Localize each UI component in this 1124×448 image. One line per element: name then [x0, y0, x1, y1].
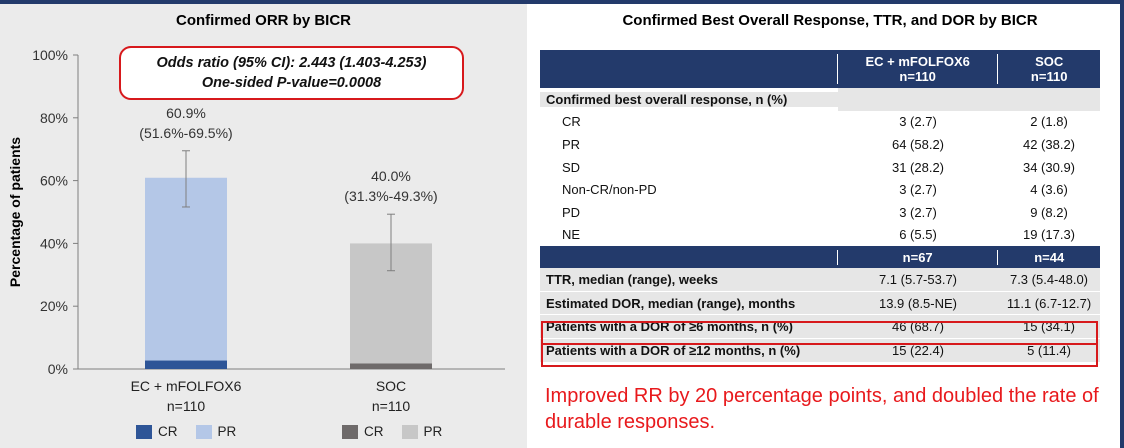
table-header-row: EC + mFOLFOX6 n=110 SOC n=110	[540, 50, 1100, 88]
y-tick-label: 40%	[40, 235, 68, 251]
dor-row-soc: 11.1 (6.7-12.7)	[1006, 295, 1092, 311]
bar-ci-label: (31.3%-49.3%)	[344, 188, 437, 204]
dor-row-ec: 7.1 (5.7-53.7)	[878, 271, 958, 287]
dor-row: Estimated DOR, median (range), months 13.…	[540, 291, 1100, 316]
bor-row-soc: 34 (30.9)	[1022, 159, 1076, 175]
header-ec-name: EC + mFOLFOX6	[865, 54, 970, 69]
chart-title: Confirmed ORR by BICR	[175, 12, 351, 29]
dor-row-soc: 5 (11.4)	[1027, 342, 1071, 358]
bor-row-label: NE	[562, 227, 581, 243]
bor-row-ec: 3 (2.7)	[899, 114, 937, 130]
table-subheader-row: n=67 n=44	[540, 246, 1100, 269]
legend-label-pr-soc: PR	[423, 424, 443, 439]
legend-label-cr-ec: CR	[158, 424, 178, 439]
legend-swatch-pr-ec	[195, 424, 212, 439]
header-ec: EC + mFOLFOX6 n=110	[836, 54, 997, 84]
dor-row-ec: 13.9 (8.5-NE)	[878, 295, 958, 311]
bar-total-label: 60.9%	[166, 105, 206, 121]
frame-top	[0, 0, 1124, 4]
odds-ratio-text: Odds ratio (95% CI): 2.443 (1.403-4.253)	[156, 55, 427, 71]
header-soc-n: n=110	[1030, 69, 1068, 84]
bor-rows: CR 3 (2.7) 2 (1.8) PR 64 (58.2) 42 (38.2) SD 31…	[540, 111, 1100, 247]
legend-swatch-cr-ec	[136, 424, 152, 439]
bor-row-label: PD	[562, 204, 581, 220]
legend-soc: CR PR	[342, 424, 442, 439]
header-ec-n: n=110	[899, 69, 936, 84]
highlight-divider	[541, 343, 1098, 345]
bor-row-soc: 9 (8.2)	[1030, 204, 1068, 220]
bor-row-ec: 31 (28.2)	[891, 159, 945, 175]
bor-row-ec: 3 (2.7)	[899, 204, 937, 220]
x-category-n-label: n=110	[372, 398, 410, 414]
conclusion-text: Improved RR by 20 percentage points, and…	[545, 385, 1099, 433]
dor-row-soc: 7.3 (5.4-48.0)	[1009, 271, 1089, 287]
bor-row-ec: 64 (58.2)	[891, 136, 945, 152]
bor-row-label: PR	[562, 136, 581, 152]
bor-row-soc: 2 (1.8)	[1030, 114, 1068, 130]
bar-total-label: 40.0%	[371, 168, 411, 184]
y-tick-label: 20%	[40, 298, 68, 314]
response-table: EC + mFOLFOX6 n=110 SOC n=110 Confirmed …	[540, 50, 1100, 363]
legend-swatch-cr-soc	[342, 424, 358, 439]
x-category-n-label: n=110	[167, 398, 205, 414]
bor-row-label: CR	[562, 114, 581, 130]
table-title: Confirmed Best Overall Response, TTR, an…	[622, 12, 1038, 29]
y-tick-label: 80%	[40, 110, 68, 126]
dor-row-label: Estimated DOR, median (range), months	[546, 295, 796, 311]
bor-row-ec: 3 (2.7)	[899, 182, 937, 198]
header-soc: SOC n=110	[997, 54, 1100, 84]
section-row-bor: Confirmed best overall response, n (%)	[540, 88, 1100, 111]
frame-right	[1120, 0, 1124, 448]
bor-row-soc: 42 (38.2)	[1022, 136, 1076, 152]
legend-label-cr-soc: CR	[364, 424, 384, 439]
header-soc-name: SOC	[1035, 54, 1064, 69]
legend-swatch-pr-soc	[401, 424, 418, 439]
legend-ec: CR PR	[136, 424, 236, 439]
bor-row-soc: 4 (3.6)	[1030, 182, 1068, 198]
bor-row: SD 31 (28.2) 34 (30.9)	[540, 156, 1100, 179]
x-category-label: SOC	[376, 378, 406, 394]
y-axis-label: Percentage of patients	[7, 137, 23, 287]
section-label: Confirmed best overall response, n (%)	[540, 91, 838, 107]
y-tick-label: 100%	[32, 47, 68, 63]
bar-cr-0	[145, 360, 227, 369]
bar-pr-0	[145, 177, 227, 361]
bor-row: Non-CR/non-PD 3 (2.7) 4 (3.6)	[540, 178, 1100, 201]
odds-ratio-box: Odds ratio (95% CI): 2.443 (1.403-4.253)…	[119, 46, 464, 100]
bor-row-soc: 19 (17.3)	[1022, 227, 1076, 243]
subheader-ec-n: n=67	[836, 249, 997, 265]
orr-bar-chart: 0% 20% 40% 60% 80% 100% Percentage of patients…	[7, 47, 505, 414]
dor-row-label: TTR, median (range), weeks	[546, 271, 718, 287]
bor-row-label: SD	[562, 159, 581, 175]
dor-row-ec: 15 (22.4)	[891, 342, 945, 358]
y-tick-label: 60%	[40, 173, 68, 189]
bor-row: CR 3 (2.7) 2 (1.8)	[540, 111, 1100, 134]
dor-row-label: Patients with a DOR of ≥12 months, n (%)	[546, 342, 801, 358]
bar-cr-1	[350, 363, 432, 369]
dor-row: Patients with a DOR of ≥12 months, n (%)…	[540, 338, 1100, 363]
bor-row: PR 64 (58.2) 42 (38.2)	[540, 133, 1100, 156]
bor-row-ec: 6 (5.5)	[899, 227, 937, 243]
dor-row: TTR, median (range), weeks 7.1 (5.7-53.7)…	[540, 268, 1100, 292]
y-tick-label: 0%	[48, 361, 68, 377]
bor-row: NE 6 (5.5) 19 (17.3)	[540, 224, 1100, 247]
bor-row: PD 3 (2.7) 9 (8.2)	[540, 201, 1100, 224]
legend-label-pr-ec: PR	[217, 424, 237, 439]
chart-panel: Confirmed ORR by BICR 0% 20% 40% 60% 80% 100%…	[0, 0, 527, 448]
p-value-text: One-sided P-value=0.0008	[201, 75, 382, 91]
bor-row-label: Non-CR/non-PD	[562, 182, 657, 198]
subheader-soc-n: n=44	[997, 249, 1100, 265]
bar-ci-label: (51.6%-69.5%)	[139, 125, 232, 141]
x-category-label: EC + mFOLFOX6	[131, 378, 242, 394]
